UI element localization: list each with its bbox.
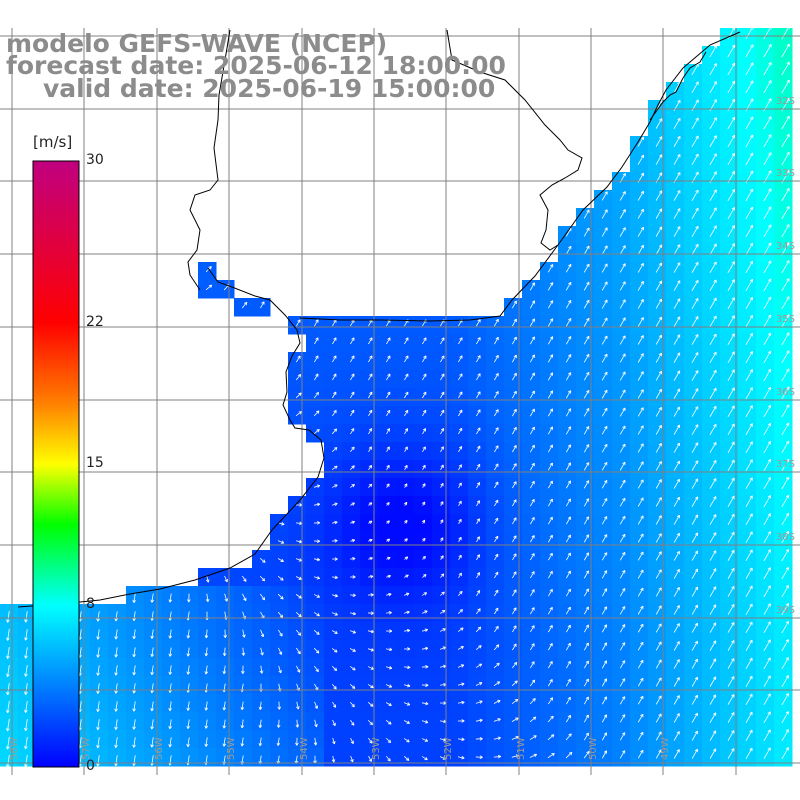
latitude-label: 32S: [776, 96, 795, 107]
longitude-label: 53W: [371, 737, 382, 760]
colorbar-tick-label: 15: [86, 455, 104, 471]
latitude-label: 33S: [776, 168, 795, 179]
latitude-label: 39S: [776, 605, 795, 616]
latitude-label: 38S: [776, 532, 795, 543]
longitude-label: 51W: [516, 737, 527, 760]
latitude-label: 34S: [776, 241, 795, 252]
latitude-label: 36S: [776, 387, 795, 398]
longitude-label: 57W: [81, 737, 92, 760]
longitude-label: 58W: [9, 737, 20, 760]
wind-speed-field: [0, 28, 793, 767]
longitude-label: 55W: [226, 737, 237, 760]
valid-date: valid date: 2025-06-19 15:00:00: [43, 74, 496, 103]
latitude-label: 35S: [776, 314, 795, 325]
longitude-label: 56W: [154, 737, 165, 760]
longitude-label: 52W: [443, 737, 454, 760]
longitude-label: 49W: [660, 737, 671, 760]
colorbar-tick-label: 0: [86, 758, 95, 774]
longitude-label: 50W: [588, 737, 599, 760]
colorbar-tick-label: 30: [86, 152, 104, 168]
colorbar-tick-label: 22: [86, 313, 104, 330]
longitude-label: 54W: [299, 737, 310, 760]
latitude-label: 37S: [776, 459, 795, 470]
colorbar-tick-label: 8: [86, 596, 95, 613]
colorbar-unit: [m/s]: [33, 133, 73, 151]
